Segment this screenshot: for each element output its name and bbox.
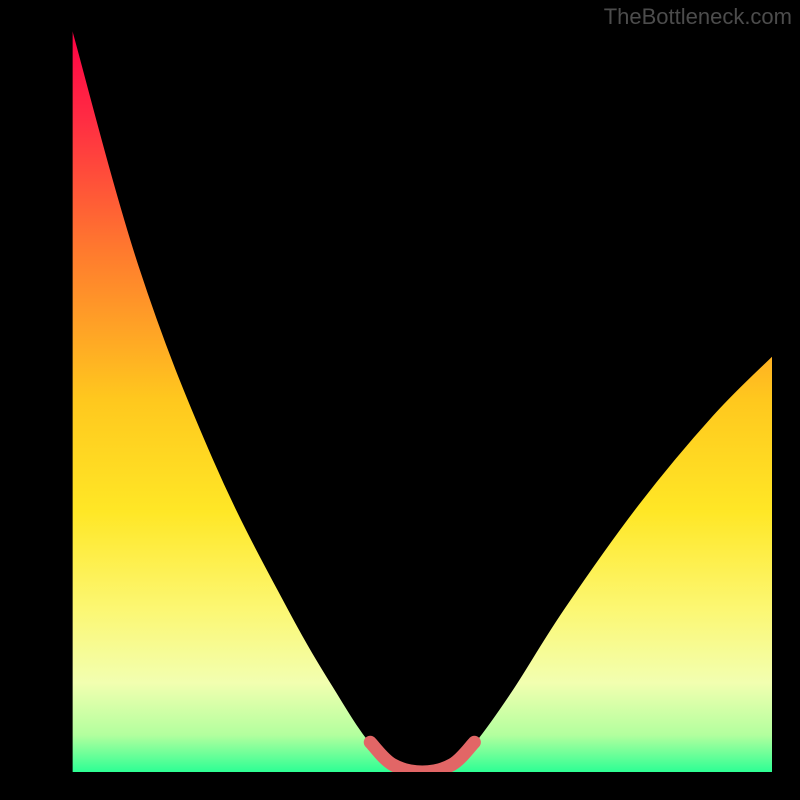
bottleneck-chart: [28, 28, 772, 772]
watermark-text: TheBottleneck.com: [604, 4, 792, 30]
chart-svg: [28, 28, 772, 772]
left-mask: [28, 28, 73, 772]
